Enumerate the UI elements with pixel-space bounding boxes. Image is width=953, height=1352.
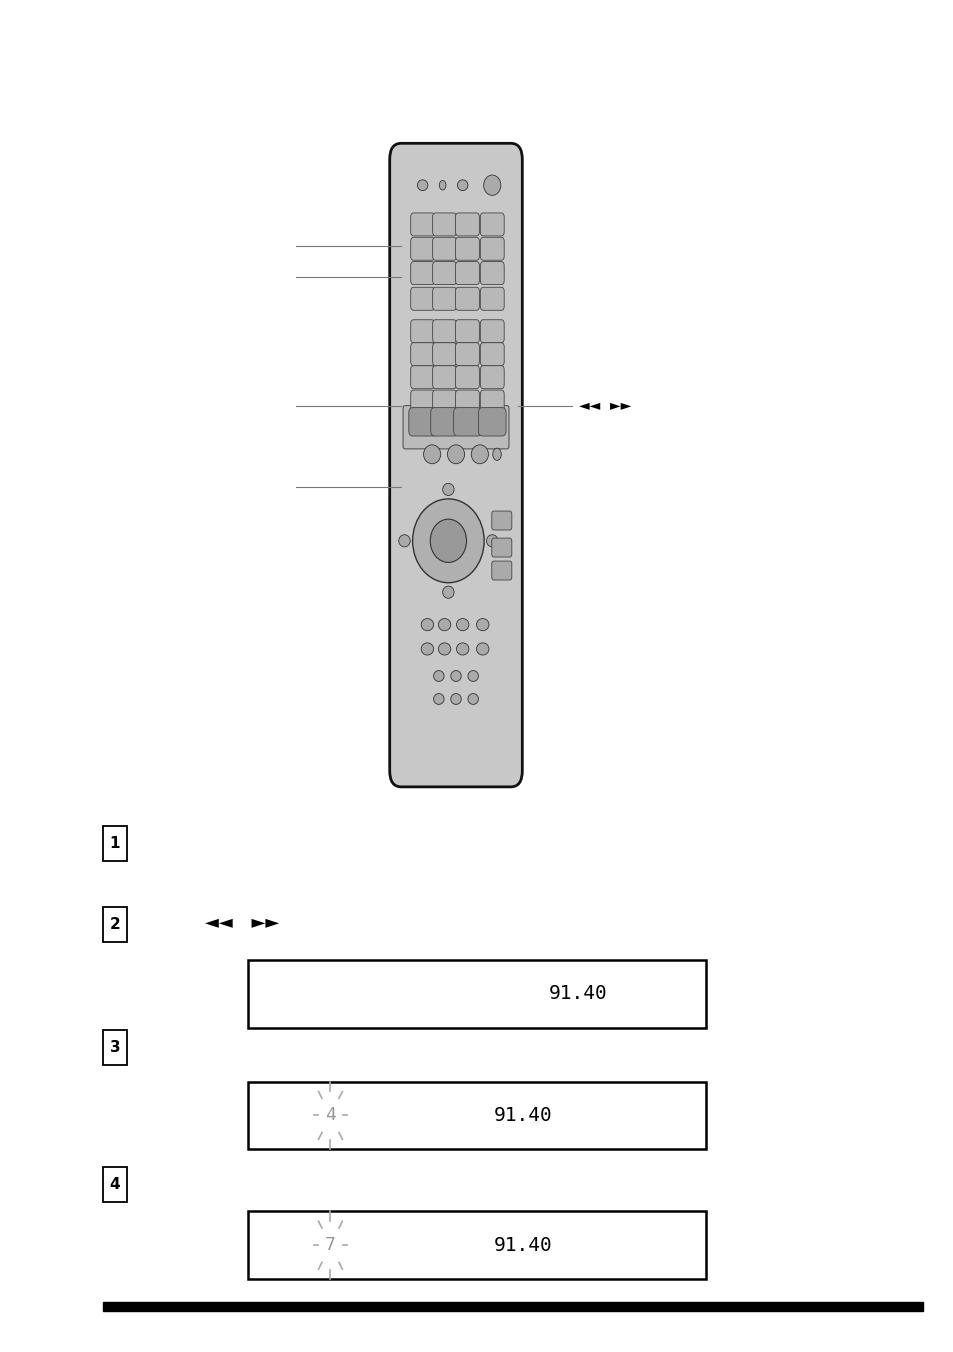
FancyBboxPatch shape xyxy=(410,214,434,235)
Text: 1: 1 xyxy=(110,836,120,852)
FancyBboxPatch shape xyxy=(432,237,456,260)
Ellipse shape xyxy=(450,694,461,704)
Bar xyxy=(103,826,127,861)
Ellipse shape xyxy=(437,644,450,654)
FancyBboxPatch shape xyxy=(410,342,434,365)
Ellipse shape xyxy=(447,445,464,464)
Ellipse shape xyxy=(398,535,410,546)
FancyBboxPatch shape xyxy=(410,288,434,310)
FancyBboxPatch shape xyxy=(480,214,504,235)
Ellipse shape xyxy=(442,484,454,496)
FancyBboxPatch shape xyxy=(430,408,457,435)
Text: 91.40: 91.40 xyxy=(493,1106,552,1125)
Text: 4: 4 xyxy=(325,1106,335,1125)
Ellipse shape xyxy=(456,644,469,654)
Ellipse shape xyxy=(420,619,433,630)
Ellipse shape xyxy=(450,671,461,681)
Bar xyxy=(103,1302,923,1311)
Ellipse shape xyxy=(437,619,450,630)
Bar xyxy=(103,1167,127,1202)
FancyBboxPatch shape xyxy=(455,389,478,412)
FancyBboxPatch shape xyxy=(455,288,478,310)
Ellipse shape xyxy=(430,519,466,562)
Text: 91.40: 91.40 xyxy=(493,1236,552,1255)
FancyBboxPatch shape xyxy=(432,261,456,284)
FancyBboxPatch shape xyxy=(478,408,506,435)
FancyBboxPatch shape xyxy=(410,389,434,412)
Ellipse shape xyxy=(476,644,488,654)
FancyBboxPatch shape xyxy=(480,288,504,310)
FancyBboxPatch shape xyxy=(480,342,504,365)
Ellipse shape xyxy=(442,587,454,598)
FancyBboxPatch shape xyxy=(480,365,504,389)
FancyBboxPatch shape xyxy=(455,214,478,235)
Text: ◄◄  ►►: ◄◄ ►► xyxy=(578,399,631,412)
Bar xyxy=(103,907,127,942)
FancyBboxPatch shape xyxy=(410,261,434,284)
FancyBboxPatch shape xyxy=(402,406,508,449)
FancyBboxPatch shape xyxy=(455,342,478,365)
Ellipse shape xyxy=(420,644,433,654)
Text: 4: 4 xyxy=(110,1176,120,1192)
FancyBboxPatch shape xyxy=(480,389,504,412)
FancyBboxPatch shape xyxy=(410,365,434,389)
FancyBboxPatch shape xyxy=(408,408,436,435)
FancyBboxPatch shape xyxy=(432,365,456,389)
FancyBboxPatch shape xyxy=(410,237,434,260)
FancyBboxPatch shape xyxy=(454,408,480,435)
FancyBboxPatch shape xyxy=(492,538,512,557)
Ellipse shape xyxy=(416,180,427,191)
Ellipse shape xyxy=(492,449,501,460)
Ellipse shape xyxy=(471,445,488,464)
Text: 3: 3 xyxy=(110,1040,120,1056)
FancyBboxPatch shape xyxy=(455,365,478,389)
FancyBboxPatch shape xyxy=(455,261,478,284)
FancyBboxPatch shape xyxy=(410,319,434,342)
FancyBboxPatch shape xyxy=(492,511,512,530)
FancyBboxPatch shape xyxy=(432,288,456,310)
FancyBboxPatch shape xyxy=(480,319,504,342)
Ellipse shape xyxy=(456,619,469,630)
Ellipse shape xyxy=(423,445,440,464)
Ellipse shape xyxy=(476,619,488,630)
FancyBboxPatch shape xyxy=(432,319,456,342)
FancyBboxPatch shape xyxy=(432,389,456,412)
Bar xyxy=(248,1211,705,1279)
FancyBboxPatch shape xyxy=(480,237,504,260)
FancyBboxPatch shape xyxy=(455,237,478,260)
FancyBboxPatch shape xyxy=(432,214,456,235)
Bar xyxy=(248,1082,705,1149)
Text: 91.40: 91.40 xyxy=(548,984,606,1003)
FancyBboxPatch shape xyxy=(432,342,456,365)
Text: ◄◄   ►►: ◄◄ ►► xyxy=(205,914,279,933)
Ellipse shape xyxy=(467,694,477,704)
FancyBboxPatch shape xyxy=(492,561,512,580)
Bar xyxy=(103,1030,127,1065)
Ellipse shape xyxy=(433,694,444,704)
Text: 7: 7 xyxy=(325,1236,335,1255)
Bar xyxy=(248,960,705,1028)
Ellipse shape xyxy=(412,499,483,583)
Ellipse shape xyxy=(483,174,500,196)
Text: 2: 2 xyxy=(110,917,120,933)
Ellipse shape xyxy=(441,533,455,549)
Ellipse shape xyxy=(456,180,467,191)
Ellipse shape xyxy=(438,180,445,191)
FancyBboxPatch shape xyxy=(455,319,478,342)
Ellipse shape xyxy=(433,671,444,681)
Ellipse shape xyxy=(486,535,497,546)
FancyBboxPatch shape xyxy=(480,261,504,284)
FancyBboxPatch shape xyxy=(389,143,522,787)
Ellipse shape xyxy=(467,671,477,681)
